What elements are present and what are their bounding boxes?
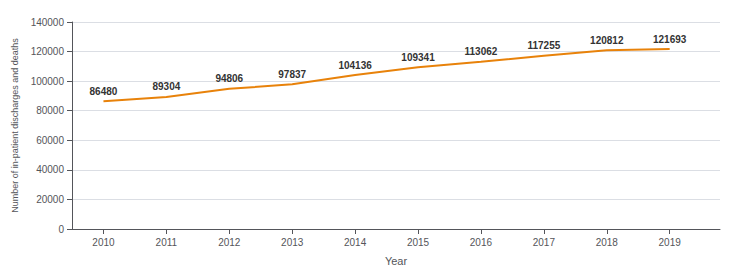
svg-text:2016: 2016: [470, 237, 493, 248]
svg-text:97837: 97837: [278, 69, 306, 80]
svg-text:117255: 117255: [527, 40, 560, 51]
svg-text:94806: 94806: [215, 73, 243, 84]
svg-text:113062: 113062: [465, 46, 498, 57]
svg-text:60000: 60000: [36, 135, 64, 146]
svg-text:2014: 2014: [344, 237, 367, 248]
svg-text:2019: 2019: [659, 237, 682, 248]
svg-text:2011: 2011: [156, 237, 178, 248]
svg-text:140000: 140000: [31, 17, 65, 28]
svg-text:2012: 2012: [218, 237, 241, 248]
svg-text:80000: 80000: [36, 105, 64, 116]
svg-text:89304: 89304: [152, 81, 180, 92]
svg-text:2015: 2015: [407, 237, 430, 248]
svg-text:20000: 20000: [36, 194, 64, 205]
svg-text:121693: 121693: [653, 34, 687, 45]
svg-text:109341: 109341: [401, 52, 435, 63]
svg-text:2017: 2017: [533, 237, 556, 248]
svg-text:2010: 2010: [92, 237, 115, 248]
svg-text:40000: 40000: [36, 164, 64, 175]
svg-text:2013: 2013: [281, 237, 304, 248]
svg-text:86480: 86480: [90, 86, 118, 97]
svg-text:100000: 100000: [31, 76, 65, 87]
svg-text:120812: 120812: [590, 35, 624, 46]
svg-text:2018: 2018: [596, 237, 619, 248]
svg-text:Year: Year: [385, 255, 408, 267]
svg-text:Number of in-patient discharge: Number of in-patient discharges and deat…: [10, 38, 20, 213]
svg-text:120000: 120000: [31, 46, 65, 57]
svg-text:104136: 104136: [338, 60, 372, 71]
svg-text:0: 0: [58, 224, 64, 235]
